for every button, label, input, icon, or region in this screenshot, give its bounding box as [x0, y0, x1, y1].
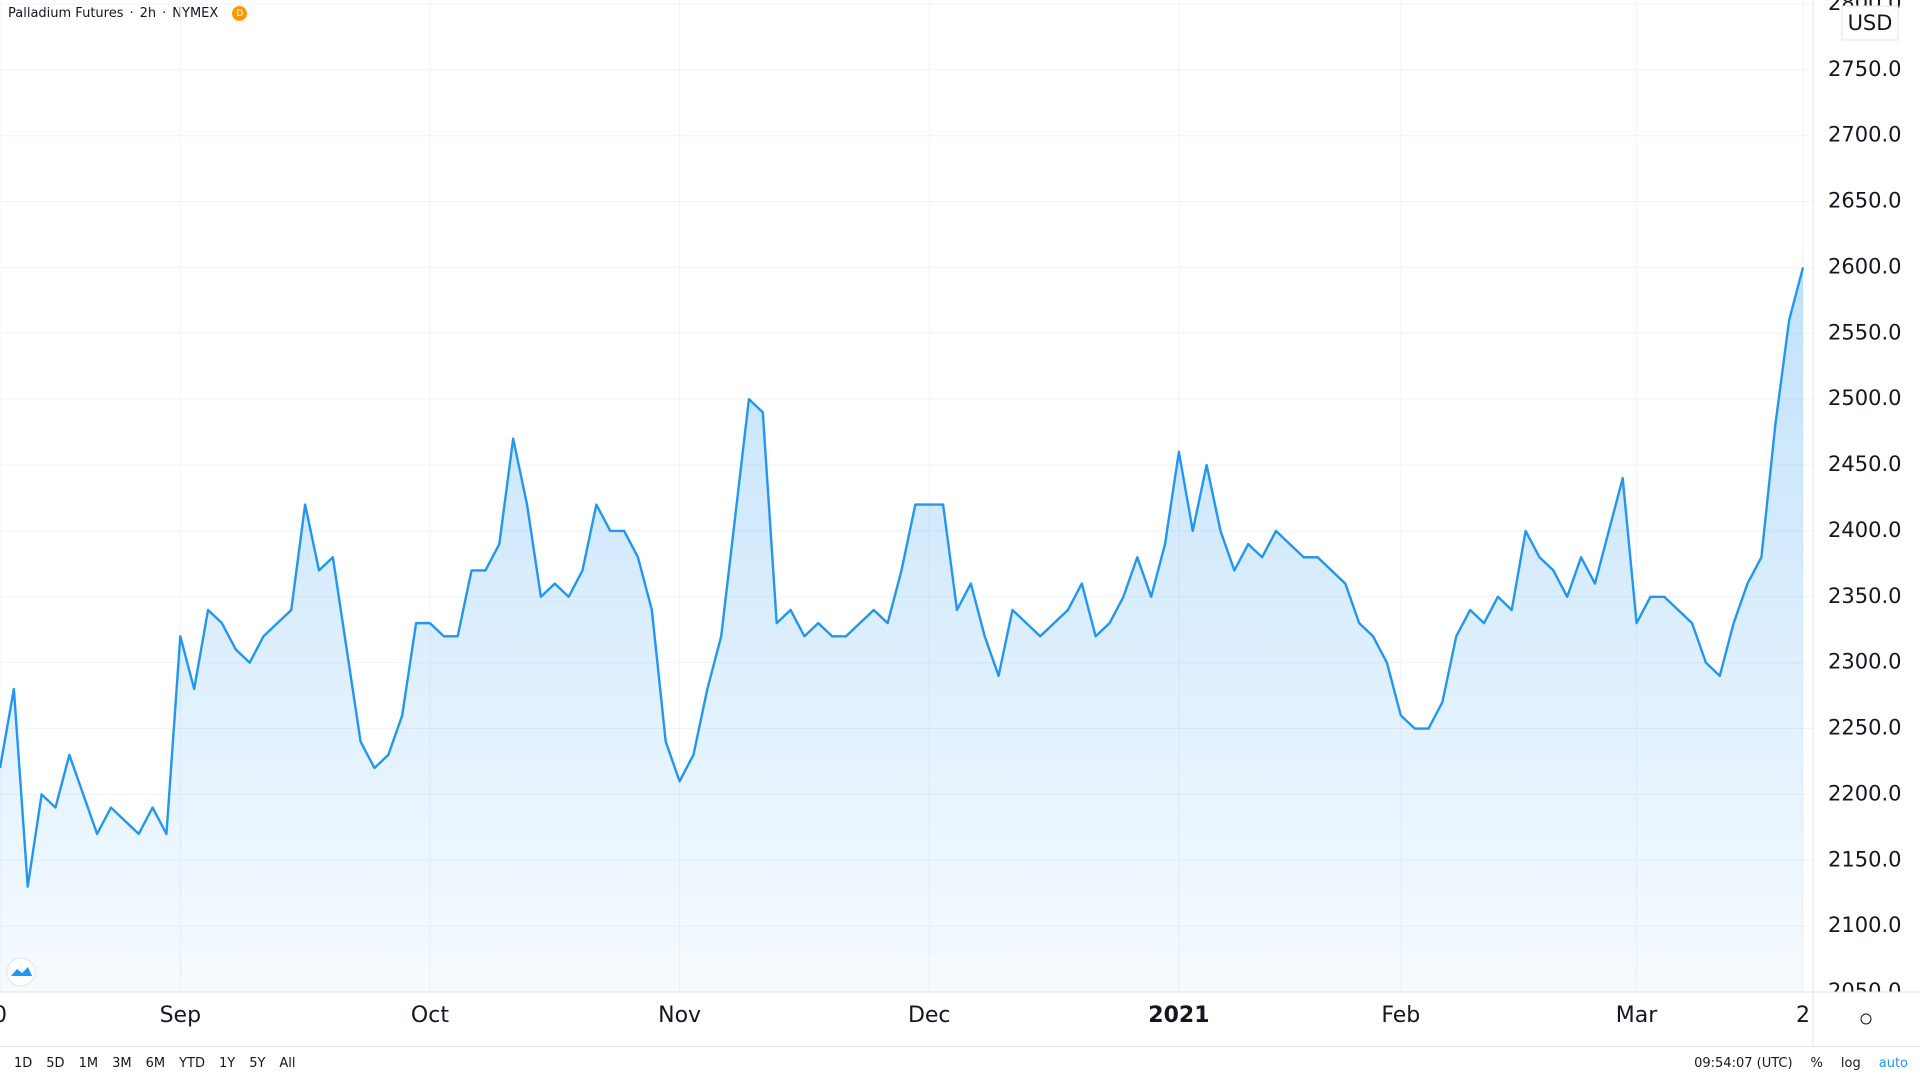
currency: USD: [1848, 11, 1893, 35]
interval: 2h: [139, 6, 157, 21]
y-tick-label: 2100.0: [1828, 913, 1901, 937]
range-button[interactable]: 1M: [78, 1056, 99, 1071]
range-button[interactable]: YTD: [179, 1056, 205, 1071]
range-button[interactable]: 1Y: [218, 1056, 236, 1071]
range-button[interactable]: 5D: [46, 1056, 65, 1071]
time: 09:54:07 (UTC): [1694, 1056, 1793, 1071]
x-tick-label: Mar: [1616, 1003, 1658, 1028]
symbol-title: Palladium Futures: [8, 6, 124, 21]
range-button[interactable]: 5Y: [249, 1056, 266, 1071]
x-tick-label: 0: [0, 1003, 7, 1028]
x-tick-label: Nov: [658, 1003, 701, 1028]
header: Palladium Futures · 2h · NYMEX D: [8, 6, 248, 21]
separator: ·: [162, 6, 167, 21]
percent-toggle[interactable]: %: [1810, 1056, 1823, 1071]
x-tick-label: Sep: [160, 1003, 201, 1028]
y-tick-label: 2650.0: [1828, 189, 1901, 213]
y-tick-label: 2150.0: [1828, 847, 1901, 871]
area-fill: [0, 267, 1803, 992]
x-tick-label: 2021: [1148, 1003, 1209, 1028]
y-tick-label: 2600.0: [1828, 254, 1901, 278]
currency-box: [1841, 5, 1899, 41]
range-button[interactable]: 3M: [112, 1056, 132, 1071]
y-tick-label: 2450.0: [1828, 452, 1901, 476]
badge: D: [232, 6, 248, 21]
y-tick-label: 2250.0: [1828, 716, 1901, 740]
range-button[interactable]: 1D: [14, 1056, 33, 1071]
scale-options: 09:54:07 (UTC) % log auto: [1694, 1056, 1908, 1071]
x-tick-label: Feb: [1381, 1003, 1420, 1028]
x-tick-label: Oct: [411, 1003, 449, 1028]
y-tick-label: 2550.0: [1828, 320, 1901, 344]
y-tick-label: 2050.0: [1828, 979, 1901, 1003]
auto-toggle[interactable]: auto: [1878, 1056, 1908, 1071]
range-button[interactable]: All: [279, 1056, 296, 1071]
exchange: NYMEX: [172, 6, 219, 21]
separator: ·: [129, 6, 134, 21]
logo: [6, 957, 36, 987]
price-line: [0, 267, 1805, 888]
x-tick-label: Dec: [908, 1003, 951, 1028]
y-tick-label: 2200.0: [1828, 781, 1901, 805]
chart: 0 Sep Oct Nov Dec 2021 Feb Mar 2 2050.0 2100.0 215…: [0, 0, 1920, 1046]
y-tick-label: 2350.0: [1828, 584, 1901, 608]
range-buttons: 1D 5D 1M 3M 6M YTD 1Y 5Y All: [14, 1056, 296, 1071]
log-toggle[interactable]: log: [1840, 1056, 1861, 1071]
y-tick-label: 2300.0: [1828, 650, 1901, 674]
settings-icon[interactable]: [1860, 1013, 1872, 1025]
y-tick-label: 2500.0: [1828, 386, 1901, 410]
range-button[interactable]: 6M: [145, 1056, 166, 1071]
x-tick-label: 2: [1796, 1003, 1810, 1028]
y-tick-label: 2400.0: [1828, 518, 1901, 542]
toolbar: 1D 5D 1M 3M 6M YTD 1Y 5Y All 09:54:07 (UTC) % lo…: [0, 1046, 1920, 1081]
logo-mark: [11, 967, 32, 976]
y-tick-label: 2750.0: [1828, 57, 1901, 81]
y-tick-label: 2700.0: [1828, 123, 1901, 147]
